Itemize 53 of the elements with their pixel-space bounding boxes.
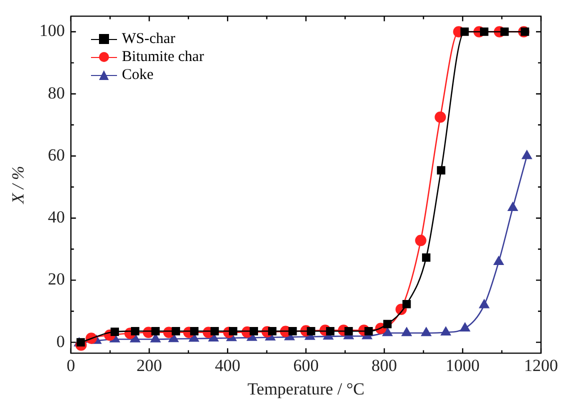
x-tick-label: 1000 (446, 356, 480, 375)
point (228, 326, 238, 336)
point (364, 326, 373, 336)
point (76, 338, 85, 347)
point (326, 326, 334, 336)
x-tick-label: 800 (372, 356, 398, 375)
point (402, 327, 412, 336)
y-tick-label: 80 (48, 83, 65, 102)
point (190, 326, 198, 336)
point (500, 28, 509, 36)
point (422, 253, 430, 262)
x-tick-label: 1200 (524, 356, 558, 375)
legend-label: Bitumite char (122, 48, 204, 66)
point (520, 28, 530, 36)
point (460, 322, 470, 332)
y-tick-label: 20 (48, 270, 65, 289)
point (130, 334, 140, 342)
point (382, 327, 392, 336)
point (210, 326, 219, 336)
y-tick-label: 0 (56, 332, 65, 351)
y-tick-label: 40 (48, 208, 65, 227)
point (383, 320, 392, 328)
point (130, 326, 140, 336)
point (110, 328, 119, 336)
point (421, 327, 432, 336)
point (268, 326, 276, 336)
x-tick-label: 600 (293, 356, 319, 375)
point (415, 234, 426, 246)
point (508, 202, 518, 211)
y-tick-label: 100 (39, 21, 65, 40)
point (522, 150, 532, 160)
point (288, 326, 297, 336)
legend-label: WS-char (122, 30, 176, 48)
point (460, 28, 469, 36)
point (250, 326, 258, 336)
y-tick-label: 60 (48, 145, 65, 164)
point (436, 166, 446, 174)
point (344, 326, 353, 336)
x-tick-label: 200 (136, 356, 162, 375)
point (494, 256, 504, 266)
point (440, 326, 451, 336)
point (172, 326, 180, 336)
y-axis-title: X / % (8, 166, 28, 205)
x-tick-label: 400 (214, 356, 240, 375)
x-axis-title: Temperature / °C (247, 379, 364, 398)
point (306, 326, 316, 336)
point (402, 300, 411, 308)
point (434, 111, 446, 123)
point (150, 334, 160, 342)
point (480, 28, 488, 36)
point (151, 326, 160, 336)
point (479, 299, 490, 308)
legend-label: Coke (122, 66, 154, 84)
